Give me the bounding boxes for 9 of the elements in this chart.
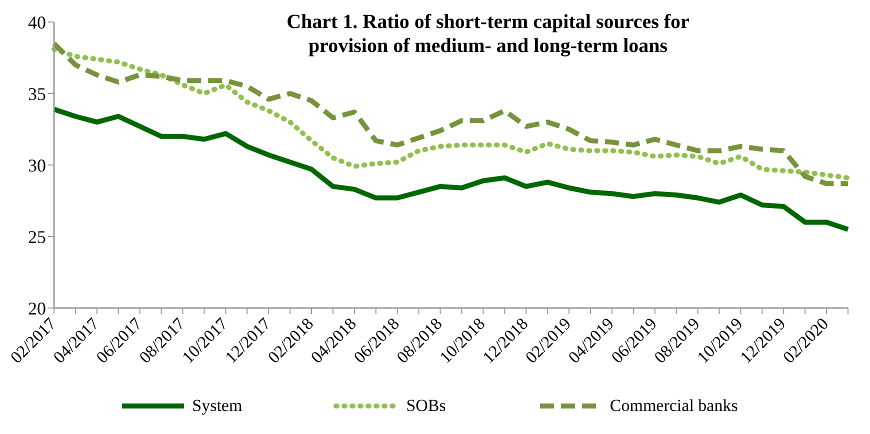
y-tick-label: 35 (28, 84, 46, 104)
chart-title: Chart 1. Ratio of short-term capital sources for provision of medium- and long-term loans (286, 10, 690, 58)
legend-label: System (192, 396, 242, 416)
y-tick-label: 40 (28, 12, 46, 32)
legend-label: Commercial banks (610, 396, 738, 416)
y-tick-label: 30 (28, 155, 46, 176)
y-tick-label: 25 (28, 226, 46, 247)
legend-label: SOBs (406, 396, 446, 416)
y-tick-label: 20 (28, 298, 46, 318)
